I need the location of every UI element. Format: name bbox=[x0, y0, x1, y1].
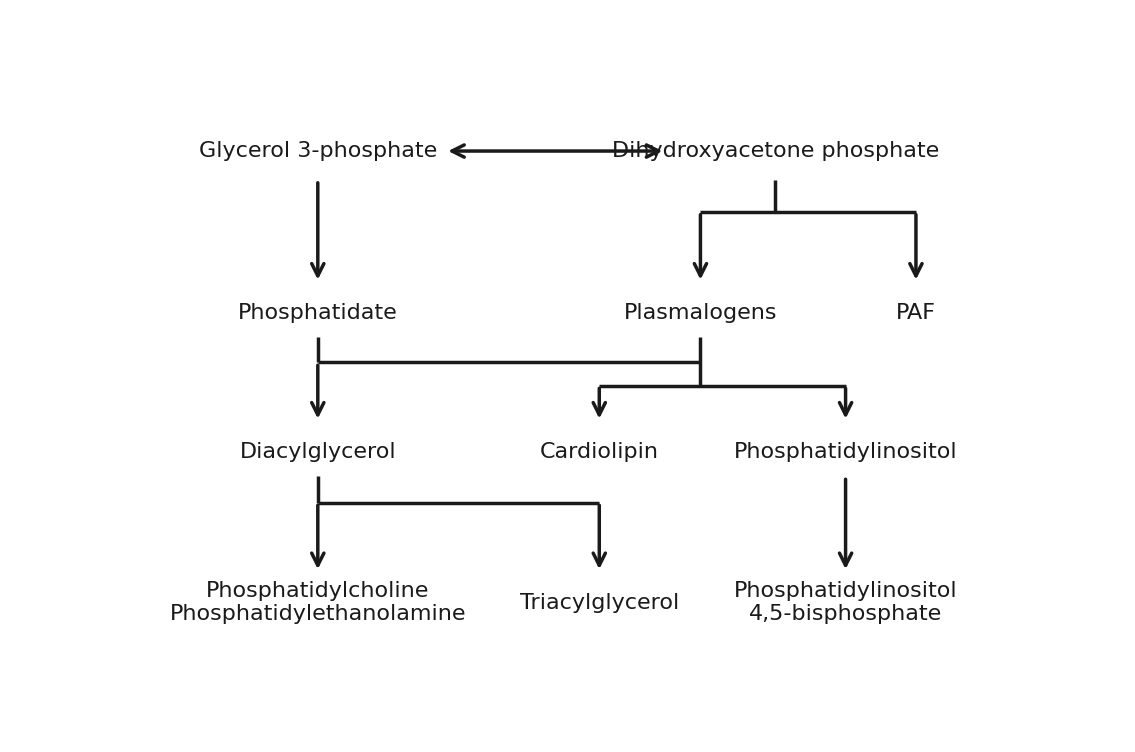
Text: Phosphatidylinositol: Phosphatidylinositol bbox=[733, 442, 958, 462]
Text: Glycerol 3-phosphate: Glycerol 3-phosphate bbox=[199, 141, 437, 161]
Text: Phosphatidylcholine
Phosphatidylethanolamine: Phosphatidylcholine Phosphatidylethanola… bbox=[169, 581, 466, 624]
Text: Phosphatidylinositol
4,5-bisphosphate: Phosphatidylinositol 4,5-bisphosphate bbox=[733, 581, 958, 624]
Text: Cardiolipin: Cardiolipin bbox=[540, 442, 658, 462]
Text: Diacylglycerol: Diacylglycerol bbox=[239, 442, 396, 462]
Text: Plasmalogens: Plasmalogens bbox=[624, 303, 777, 323]
Text: Phosphatidate: Phosphatidate bbox=[238, 303, 397, 323]
Text: PAF: PAF bbox=[896, 303, 936, 323]
Text: Dihydroxyacetone phosphate: Dihydroxyacetone phosphate bbox=[612, 141, 939, 161]
Text: Triacylglycerol: Triacylglycerol bbox=[520, 593, 679, 613]
